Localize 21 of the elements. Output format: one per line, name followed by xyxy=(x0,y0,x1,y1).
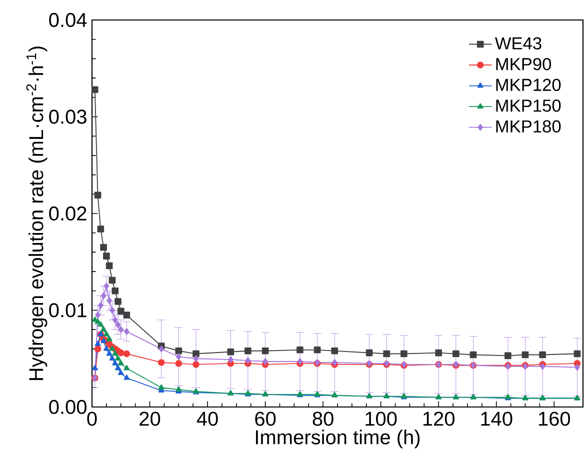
x-tick-label: 120 xyxy=(423,412,454,426)
x-tick-label: 80 xyxy=(312,412,334,426)
legend-label: MKP150 xyxy=(496,100,561,112)
x-tick-label: 60 xyxy=(255,412,276,426)
x-tick-label: 20 xyxy=(140,412,160,426)
y-tick-label: 0.02 xyxy=(49,206,86,221)
x-tick-label: 40 xyxy=(196,412,218,426)
y-tick-label: 0.01 xyxy=(49,303,86,318)
legend-label: WE43 xyxy=(494,37,542,50)
x-tick-label: 100 xyxy=(366,412,397,426)
legend-label: MKP120 xyxy=(496,78,561,92)
legend-label: MKP180 xyxy=(496,120,561,133)
x-tick-label: 160 xyxy=(538,412,570,426)
y-tick-label: 0.03 xyxy=(49,110,86,124)
y-tick-label: 0.00 xyxy=(49,400,86,414)
x-axis-title: Immersion time (h) xyxy=(256,430,420,448)
y-tick-label: 0.04 xyxy=(49,12,87,28)
x-tick-label: 140 xyxy=(481,412,512,426)
y-axis-title: Hydrogen evolution rate (mL·cm$^{-2}$·h$^{-1}$) xyxy=(26,46,48,380)
legend-label: MKP90 xyxy=(496,58,552,70)
x-tick-label: 0 xyxy=(87,412,97,426)
